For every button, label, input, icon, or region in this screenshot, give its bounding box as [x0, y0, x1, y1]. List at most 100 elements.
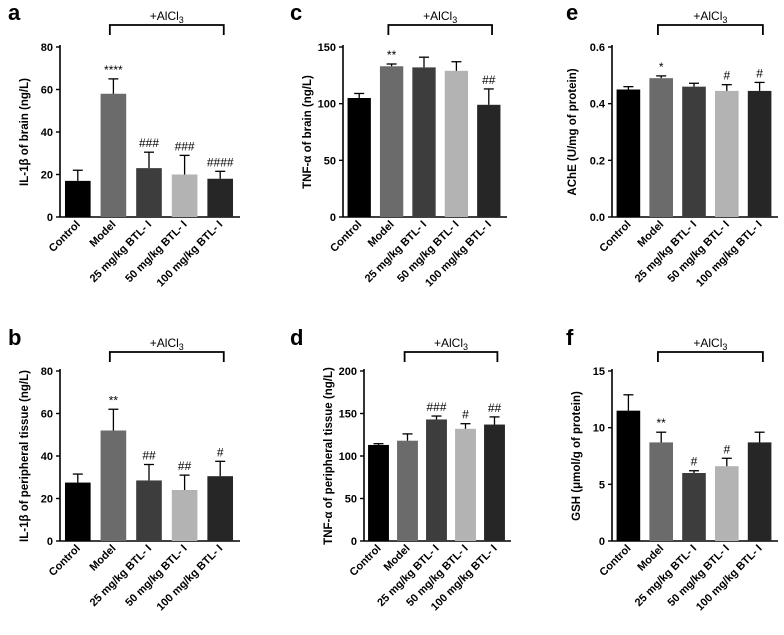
category-label: Model [366, 219, 397, 250]
significance-mark: # [217, 445, 224, 459]
category-label: Control [47, 219, 83, 255]
y-tick-label: 0.2 [590, 155, 605, 167]
y-tick-label: 100 [339, 451, 357, 463]
y-tick-label: 0.4 [590, 99, 606, 111]
panel-e: e 0.0 0.2 0.4 0.6 AChE (U/mg of protein) Contr… [566, 0, 778, 289]
significance-mark: ## [482, 73, 496, 87]
significance-mark: ## [178, 459, 192, 473]
panel-a: a 0 20 40 60 80 IL-1β of brain (ng/L) Control **… [8, 0, 240, 289]
bar [368, 444, 389, 541]
significance-mark: # [756, 66, 763, 80]
treatment-bracket [387, 24, 493, 35]
y-tick-label: 60 [41, 85, 53, 97]
bar [412, 67, 436, 218]
y-tick-label: 0 [47, 536, 53, 548]
significance-mark: ## [488, 401, 502, 415]
bar [379, 66, 404, 218]
panel-letter: f [566, 325, 574, 350]
y-tick-label: 40 [41, 127, 53, 139]
bar [747, 442, 772, 541]
category-label: 25 mg/kg BTL- I [88, 219, 154, 285]
y-tick-label: 100 [318, 99, 336, 111]
treatment-label-subscript: 3 [722, 342, 727, 352]
bar [100, 93, 127, 217]
treatment-label: +AlCl3 [150, 9, 184, 25]
bar [64, 482, 91, 541]
significance-mark: ** [109, 393, 119, 407]
y-tick-label: 60 [41, 409, 53, 421]
category-label: 50 mg/kg BTL- I [123, 543, 189, 609]
bar [455, 428, 476, 541]
panel-f: f 0 5 10 15 GSH (μmol/g of protein) Control ** M… [566, 325, 778, 613]
y-tick-label: 0 [47, 212, 53, 224]
y-tick-label: 15 [593, 366, 605, 378]
panel-c: c 0 50 100 150 TNF-α of brain (ng/L) Control **… [290, 0, 507, 289]
treatment-bracket [657, 351, 764, 362]
category-label: Control [597, 219, 633, 255]
bar [616, 410, 641, 541]
significance-mark: ### [426, 400, 446, 414]
significance-mark: ## [142, 449, 156, 463]
y-tick-label: 0.6 [590, 42, 605, 54]
y-axis-label: TNF-α of brain (ng/L) [302, 75, 314, 189]
y-tick-label: 20 [41, 170, 53, 182]
bar [207, 476, 234, 541]
y-tick-label: 0 [351, 536, 357, 548]
y-axis-label: TNF-α of peripheral tissue (ng/L) [323, 367, 335, 545]
y-tick-label: 5 [599, 479, 605, 491]
y-tick-label: 20 [41, 494, 53, 506]
panel-letter: c [290, 0, 302, 25]
significance-mark: ** [657, 416, 667, 430]
category-label: Model [635, 543, 666, 574]
significance-mark: * [659, 60, 664, 74]
treatment-label: +AlCl3 [434, 336, 468, 352]
significance-mark: # [723, 69, 730, 83]
y-tick-label: 0 [599, 536, 605, 548]
significance-mark: #### [207, 155, 234, 169]
y-axis-label: GSH (μmol/g of protein) [571, 391, 583, 521]
y-axis-label: IL-1β of brain (ng/L) [19, 78, 31, 186]
y-axis-label: IL-1β of peripheral tissue (ng/L) [19, 370, 31, 542]
bar [426, 419, 447, 541]
panel-b: b 0 20 40 60 80 IL-1β of peripheral tissue (ng… [8, 325, 240, 613]
significance-mark: ### [139, 136, 159, 150]
category-label: Control [597, 543, 633, 579]
bar [207, 178, 234, 217]
panel-letter: d [290, 325, 303, 350]
treatment-label-subscript: 3 [179, 342, 184, 352]
category-label: Model [635, 219, 666, 250]
y-tick-label: 0 [330, 212, 336, 224]
y-tick-label: 200 [339, 366, 357, 378]
y-tick-label: 80 [41, 366, 53, 378]
bar [682, 86, 706, 218]
treatment-label: +AlCl3 [693, 9, 727, 25]
bar [136, 480, 162, 541]
panel-letter: a [8, 0, 21, 25]
treatment-bracket [108, 24, 225, 35]
treatment-label-subscript: 3 [452, 15, 457, 25]
y-tick-label: 40 [41, 451, 53, 463]
significance-mark: # [723, 442, 730, 456]
treatment-bracket [657, 24, 764, 35]
bar [64, 180, 91, 217]
significance-mark: # [691, 455, 698, 469]
bar [649, 442, 674, 541]
bar [347, 98, 371, 217]
panel-letter: e [566, 0, 578, 25]
y-tick-label: 10 [593, 423, 605, 435]
category-label: 100 mg/kg BTL- I [155, 219, 226, 290]
bar [484, 424, 505, 541]
treatment-label: +AlCl3 [693, 336, 727, 352]
bar [477, 104, 501, 217]
treatment-label: +AlCl3 [423, 9, 457, 25]
bar [136, 168, 162, 217]
treatment-bracket [108, 351, 225, 362]
treatment-label: +AlCl3 [150, 336, 184, 352]
category-label: Control [328, 219, 364, 255]
bar [397, 440, 418, 541]
panel-d: d 0 50 100 150 200 TNF-α of peripheral tissue … [290, 325, 511, 613]
bar [444, 70, 469, 217]
treatment-label-subscript: 3 [722, 15, 727, 25]
treatment-label-subscript: 3 [179, 15, 184, 25]
